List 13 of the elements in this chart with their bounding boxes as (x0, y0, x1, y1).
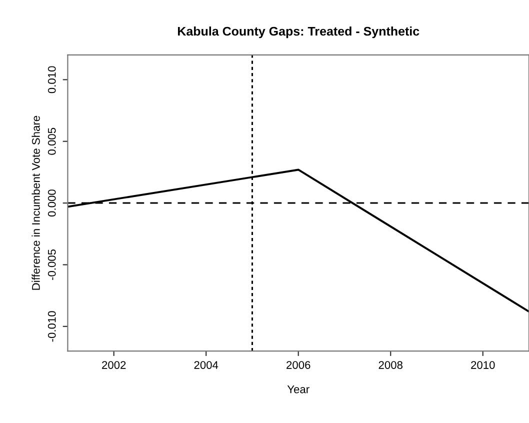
y-tick-label: -0.010 (48, 311, 56, 342)
x-tick-label: 2006 (286, 361, 310, 369)
y-tick-label: 0.005 (48, 128, 56, 155)
x-tick-label: 2004 (194, 361, 218, 369)
y-tick-label: 0.000 (48, 190, 56, 217)
y-tick-label: 0.010 (48, 66, 56, 94)
chart-title: Kabula County Gaps: Treated - Synthetic (178, 26, 420, 38)
x-tick-label: 2010 (471, 361, 495, 369)
x-tick-label: 2002 (102, 361, 126, 369)
y-tick-label: -0.005 (48, 249, 56, 280)
y-axis-title: Difference in Incumbent Vote Share (32, 116, 40, 290)
x-axis-title: Year (287, 385, 310, 394)
x-tick-label: 2008 (378, 361, 402, 369)
